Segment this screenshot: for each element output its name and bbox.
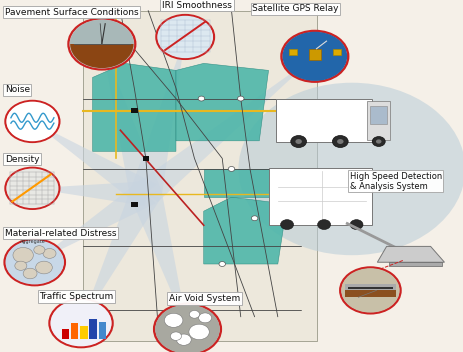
Wedge shape xyxy=(70,20,133,44)
Circle shape xyxy=(176,334,191,345)
Circle shape xyxy=(6,168,59,209)
Text: Satellite GPS Relay: Satellite GPS Relay xyxy=(252,4,339,13)
Polygon shape xyxy=(32,181,147,206)
Bar xyxy=(99,322,106,339)
Circle shape xyxy=(50,300,112,346)
Circle shape xyxy=(189,324,209,340)
Circle shape xyxy=(372,137,385,146)
Text: High Speed Detection
& Analysis System: High Speed Detection & Analysis System xyxy=(350,171,442,191)
Circle shape xyxy=(156,15,214,59)
Polygon shape xyxy=(93,63,176,151)
Text: Noise: Noise xyxy=(5,85,30,94)
Circle shape xyxy=(6,101,59,142)
Text: Density: Density xyxy=(5,155,39,164)
Polygon shape xyxy=(134,56,315,202)
Circle shape xyxy=(34,246,45,254)
Polygon shape xyxy=(204,197,287,264)
Wedge shape xyxy=(70,44,133,68)
Bar xyxy=(345,290,396,297)
Polygon shape xyxy=(176,63,269,141)
Circle shape xyxy=(43,249,56,258)
Circle shape xyxy=(36,261,52,274)
Circle shape xyxy=(6,102,58,141)
Circle shape xyxy=(6,240,64,284)
Polygon shape xyxy=(389,262,442,266)
Polygon shape xyxy=(377,246,444,262)
Circle shape xyxy=(157,16,213,58)
Circle shape xyxy=(15,261,27,270)
Circle shape xyxy=(376,139,382,144)
Bar xyxy=(348,287,393,289)
Bar xyxy=(143,156,149,161)
Circle shape xyxy=(332,136,348,147)
Circle shape xyxy=(337,139,344,144)
Polygon shape xyxy=(204,169,287,197)
Polygon shape xyxy=(32,121,156,203)
Circle shape xyxy=(50,299,113,347)
Circle shape xyxy=(282,31,348,82)
Bar xyxy=(71,323,78,339)
Text: IRI Smoothness: IRI Smoothness xyxy=(162,1,232,10)
Bar xyxy=(333,49,340,55)
Circle shape xyxy=(295,139,302,144)
Bar xyxy=(80,326,88,339)
Circle shape xyxy=(69,19,134,69)
Polygon shape xyxy=(130,191,188,329)
Bar xyxy=(309,49,321,60)
Bar xyxy=(131,108,138,113)
Circle shape xyxy=(23,268,37,279)
Circle shape xyxy=(341,268,400,313)
Bar xyxy=(131,202,138,207)
Polygon shape xyxy=(35,184,156,262)
Circle shape xyxy=(164,313,183,327)
Text: Traffic Spectrum: Traffic Spectrum xyxy=(39,292,113,301)
Polygon shape xyxy=(102,44,162,196)
FancyBboxPatch shape xyxy=(269,168,372,225)
Circle shape xyxy=(238,83,463,255)
Bar xyxy=(62,329,69,339)
Circle shape xyxy=(189,310,200,318)
Bar xyxy=(345,284,396,290)
Circle shape xyxy=(281,220,294,230)
Circle shape xyxy=(340,268,400,313)
Text: Aggregate: Aggregate xyxy=(19,239,45,244)
Bar xyxy=(89,319,97,339)
Circle shape xyxy=(350,220,363,230)
Text: Material-related Distress: Material-related Distress xyxy=(5,228,116,238)
Text: Air Void System: Air Void System xyxy=(169,294,240,303)
Circle shape xyxy=(69,19,135,69)
Circle shape xyxy=(228,166,235,171)
FancyBboxPatch shape xyxy=(367,101,390,140)
Circle shape xyxy=(6,169,58,208)
Circle shape xyxy=(238,96,244,101)
Circle shape xyxy=(219,262,225,266)
Circle shape xyxy=(13,247,33,263)
Circle shape xyxy=(198,96,205,101)
Polygon shape xyxy=(130,37,185,196)
Circle shape xyxy=(291,136,307,147)
Circle shape xyxy=(155,304,220,352)
FancyBboxPatch shape xyxy=(276,99,372,142)
Circle shape xyxy=(251,216,258,221)
Polygon shape xyxy=(81,189,161,323)
Bar xyxy=(289,49,296,55)
Circle shape xyxy=(318,220,331,230)
Circle shape xyxy=(154,304,221,352)
Circle shape xyxy=(170,332,181,340)
Circle shape xyxy=(5,239,65,285)
FancyBboxPatch shape xyxy=(370,106,387,124)
Text: Pavement Surface Conditions: Pavement Surface Conditions xyxy=(5,8,138,17)
Circle shape xyxy=(282,32,347,81)
Circle shape xyxy=(199,313,212,323)
FancyBboxPatch shape xyxy=(83,11,317,341)
